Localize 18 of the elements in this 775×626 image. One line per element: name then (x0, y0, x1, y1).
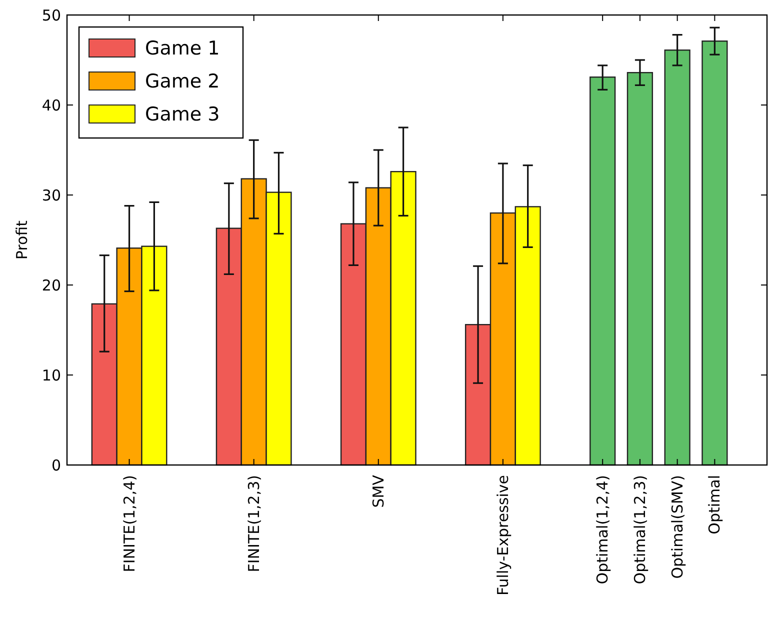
legend-label: Game 2 (145, 70, 220, 93)
x-tick-label: FINITE(1,2,3) (244, 475, 263, 572)
y-tick-label: 30 (42, 186, 61, 204)
y-axis-title: Profit (13, 220, 31, 260)
y-tick-label: 10 (42, 366, 61, 384)
x-tick-label: Optimal(1,2,3) (630, 475, 649, 584)
x-tick-label: Optimal(SMV) (668, 475, 686, 579)
y-tick-label: 50 (42, 6, 61, 24)
x-tick-label: Fully-Expressive (494, 475, 512, 596)
x-tick-label: SMV (369, 474, 388, 508)
legend-label: Game 1 (145, 38, 220, 60)
x-tick-label: FINITE(1,2,4) (120, 475, 138, 572)
x-tick-label: Optimal(1,2,4) (594, 475, 612, 584)
legend-label: Game 3 (145, 104, 220, 126)
x-tick-label: Optimal (706, 475, 724, 534)
y-tick-label: 0 (51, 456, 61, 474)
y-tick-label: 20 (42, 276, 61, 294)
y-tick-label: 40 (42, 96, 61, 114)
